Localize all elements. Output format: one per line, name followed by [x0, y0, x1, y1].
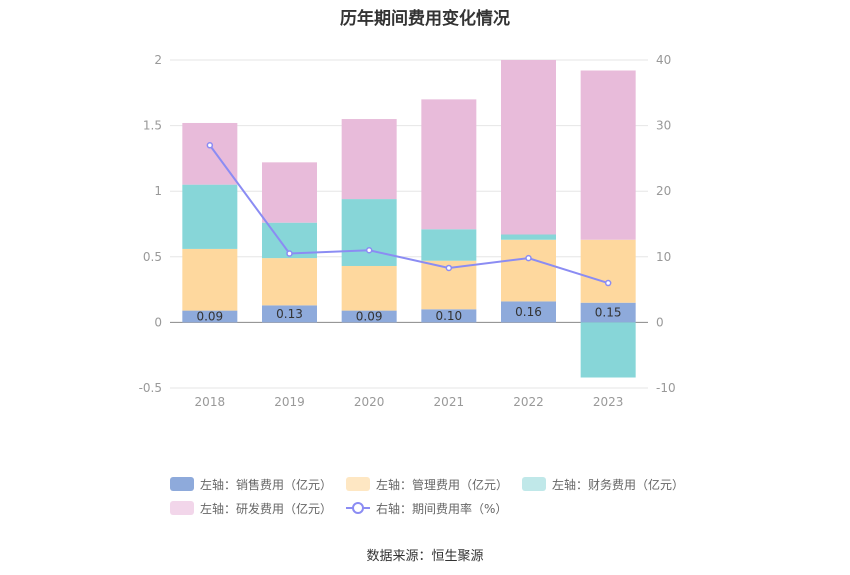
right-axis-tick-label: -10	[656, 381, 676, 395]
bar-2021-series-0	[421, 309, 477, 323]
right-axis-tick-label: 40	[656, 53, 671, 67]
right-axis-tick-label: 10	[656, 250, 671, 264]
bar-2019-series-3	[262, 162, 317, 223]
bar-data-label: 0.13	[276, 307, 303, 321]
expense-rate-point-2018	[206, 142, 214, 149]
bar-data-label: 0.09	[356, 309, 383, 323]
bar-data-label: 0.15	[595, 306, 622, 320]
legend-item-management[interactable]: 左轴：管理费用（亿元）	[346, 476, 508, 493]
bar-2020-series-1	[341, 265, 397, 311]
bar-2022-series-3	[501, 60, 556, 235]
legend-swatch-management	[346, 477, 371, 491]
chart-area: 2 1.5 1 0.5 0 -0.5 40 30 20 10 0 -10 2018 0.09 2019 0.1…	[139, 53, 676, 409]
bar-2023-series-0	[580, 302, 636, 323]
bar-data-label: 0.16	[515, 305, 542, 319]
legend-item-finance[interactable]: 左轴：财务费用（亿元）	[522, 476, 684, 493]
left-axis-tick-label: 2	[154, 53, 162, 67]
bar-2019-series-1	[262, 258, 317, 306]
bar-2023-series-1	[580, 239, 636, 303]
bar-data-label: 0.10	[435, 309, 462, 323]
legend-item-expense-rate[interactable]: 右轴：期间费用率（%）	[346, 500, 507, 517]
x-axis-tick-label: 2021	[434, 395, 465, 409]
right-axis-tick-label: 0	[656, 315, 664, 329]
bar-2018-series-2	[182, 184, 238, 249]
left-axis-tick-label: 1.5	[143, 119, 162, 133]
legend-label-management: 左轴：管理费用（亿元）	[376, 477, 509, 492]
expense-rate-line	[209, 144, 609, 284]
left-axis-tick-label: 0	[154, 315, 162, 329]
bar-2021-series-3	[421, 99, 477, 230]
legend-swatch-expense-rate	[346, 501, 371, 515]
expense-rate-point-2022	[525, 254, 532, 262]
legend-item-rnd[interactable]: 左轴：研发费用（亿元）	[170, 500, 332, 517]
legend-row-2: 左轴：研发费用（亿元） 右轴：期间费用率（%）	[170, 496, 690, 520]
bar-2020-series-0	[341, 310, 397, 323]
chart-title: 历年期间费用变化情况	[340, 9, 510, 29]
legend-label-finance: 左轴：财务费用（亿元）	[552, 477, 685, 492]
bar-2022-series-1	[501, 239, 556, 302]
legend-swatch-sales	[170, 477, 194, 491]
x-axis-tick-label: 2022	[513, 395, 544, 409]
expense-rate-point-2021	[445, 264, 453, 272]
legend-label-rnd: 左轴：研发费用（亿元）	[200, 501, 333, 516]
bar-2018-series-3	[182, 122, 238, 185]
expense-rate-point-2023	[604, 279, 612, 287]
bar-2021-series-2	[421, 229, 477, 261]
x-axis-tick-label: 2019	[274, 395, 305, 409]
bar-data-label: 0.09	[196, 309, 223, 323]
legend-item-sales[interactable]: 左轴：销售费用（亿元）	[170, 476, 332, 493]
bar-2020-series-2	[341, 199, 397, 266]
bar-2020-series-3	[341, 119, 397, 200]
bar-2022-series-2	[501, 234, 556, 240]
legend-label-expense-rate: 右轴：期间费用率（%）	[376, 501, 508, 516]
expense-rate-point-2020	[365, 246, 373, 254]
right-axis-tick-label: 20	[656, 184, 671, 198]
bar-2018-series-0	[182, 310, 238, 323]
bar-2023-series-3	[580, 70, 636, 240]
expense-rate-point-2019	[286, 250, 293, 257]
x-axis-tick-label: 2020	[354, 395, 385, 409]
bar-2018-series-1	[182, 248, 238, 311]
right-axis-tick-label: 30	[656, 119, 671, 133]
bar-2019-series-0	[262, 305, 317, 323]
legend-swatch-finance	[522, 477, 547, 491]
bar-2022-series-0	[501, 301, 556, 323]
x-axis-tick-label: 2023	[593, 395, 624, 409]
left-axis-tick-label: 0.5	[143, 250, 162, 264]
data-source: 数据来源：恒生聚源	[366, 549, 484, 564]
legend-swatch-rnd	[170, 501, 194, 515]
legend-row-1: 左轴：销售费用（亿元） 左轴：管理费用（亿元） 左轴：财务费用（亿元）	[170, 472, 690, 496]
left-axis-tick-label: -0.5	[139, 381, 162, 395]
left-axis-tick-label: 1	[154, 184, 162, 198]
chart-legend: 左轴：销售费用（亿元） 左轴：管理费用（亿元） 左轴：财务费用（亿元） 左轴：研…	[170, 472, 690, 520]
bar-2023-series-2	[580, 322, 636, 378]
legend-label-sales: 左轴：销售费用（亿元）	[200, 477, 333, 492]
x-axis-tick-label: 2018	[195, 395, 226, 409]
